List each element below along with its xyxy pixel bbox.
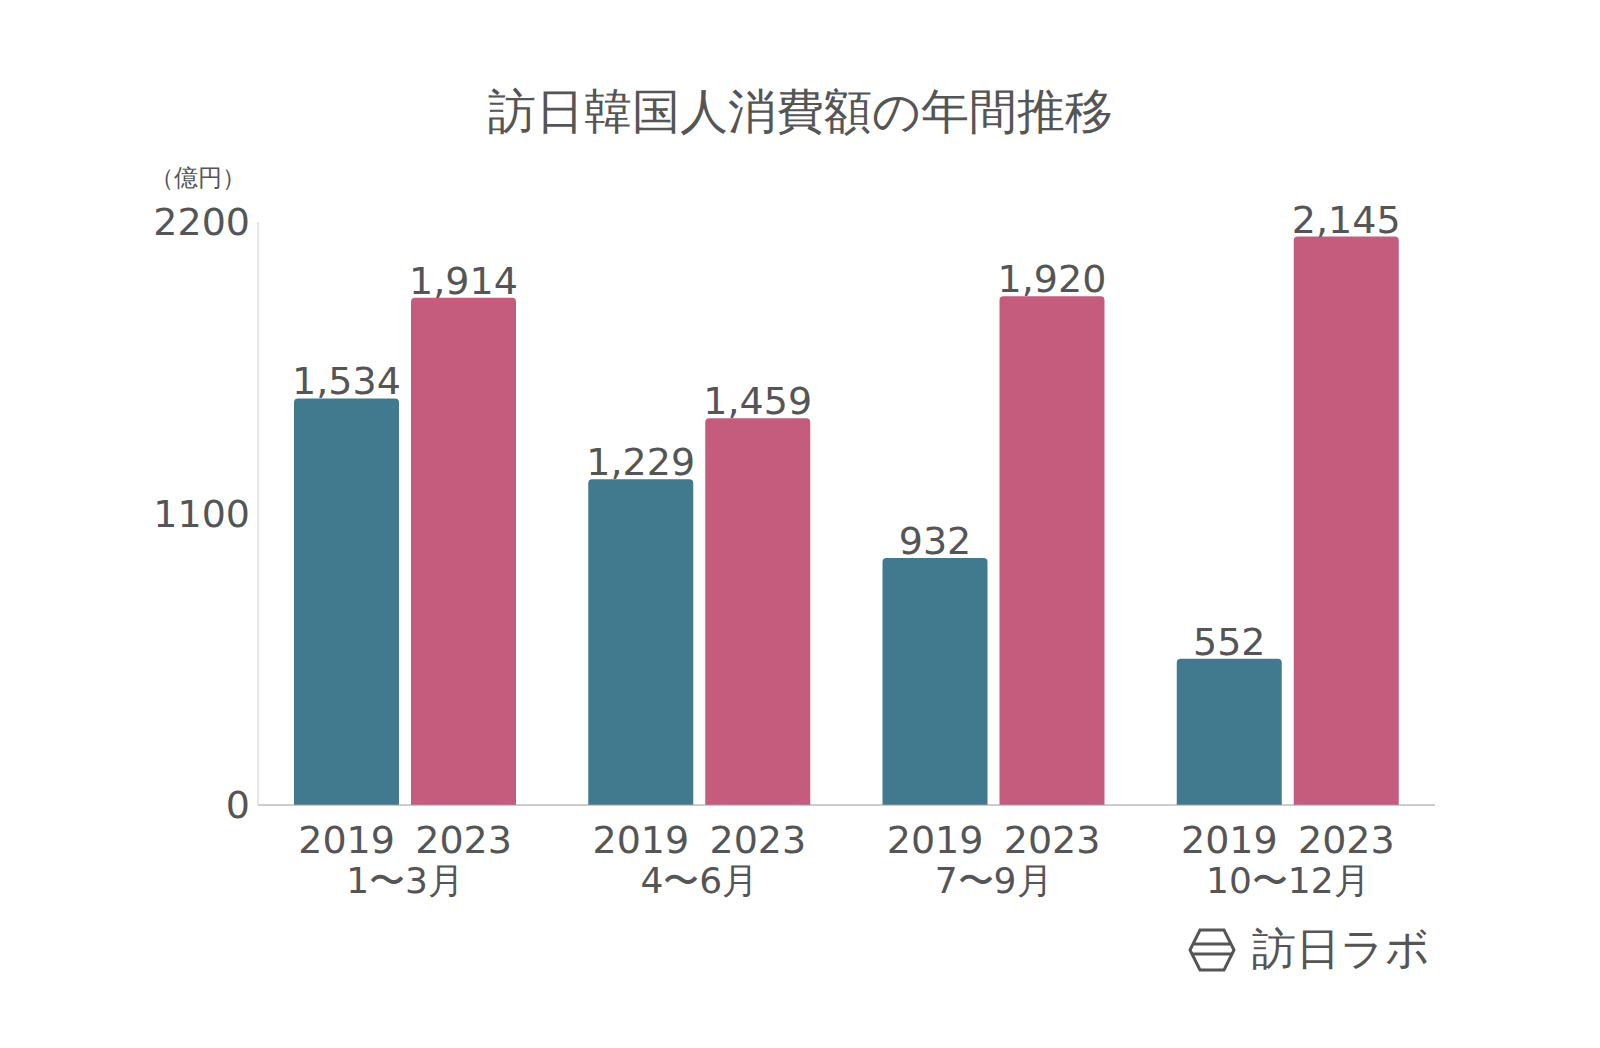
svg-text:2023: 2023 [1004, 818, 1101, 862]
svg-text:2200: 2200 [153, 200, 250, 244]
svg-text:10〜12月: 10〜12月 [1206, 860, 1370, 901]
svg-text:1100: 1100 [153, 492, 250, 536]
svg-text:1,534: 1,534 [292, 359, 401, 403]
html-text:（億円）: （億円） [150, 164, 246, 192]
svg-text:7〜9月: 7〜9月 [935, 860, 1053, 901]
svg-text:2023: 2023 [415, 818, 512, 862]
svg-text:2019: 2019 [887, 818, 984, 862]
svg-text:2019: 2019 [298, 818, 395, 862]
svg-text:1,914: 1,914 [409, 259, 518, 303]
svg-text:1,229: 1,229 [586, 440, 695, 484]
html-text:訪日ラボ: 訪日ラボ [1252, 923, 1430, 974]
svg-text:932: 932 [899, 519, 972, 563]
svg-text:2023: 2023 [710, 818, 807, 862]
svg-text:2019: 2019 [1181, 818, 1278, 862]
svg-text:1,920: 1,920 [998, 257, 1107, 301]
svg-text:552: 552 [1193, 620, 1266, 664]
svg-text:2019: 2019 [593, 818, 690, 862]
svg-text:1,459: 1,459 [703, 379, 812, 423]
svg-text:1〜3月: 1〜3月 [346, 860, 464, 901]
svg-text:0: 0 [226, 783, 250, 827]
svg-text:4〜6月: 4〜6月 [640, 860, 758, 901]
html-text:訪日韓国人消費額の年間推移: 訪日韓国人消費額の年間推移 [487, 83, 1113, 139]
svg-text:2023: 2023 [1298, 818, 1395, 862]
svg-text:2,145: 2,145 [1292, 198, 1401, 242]
